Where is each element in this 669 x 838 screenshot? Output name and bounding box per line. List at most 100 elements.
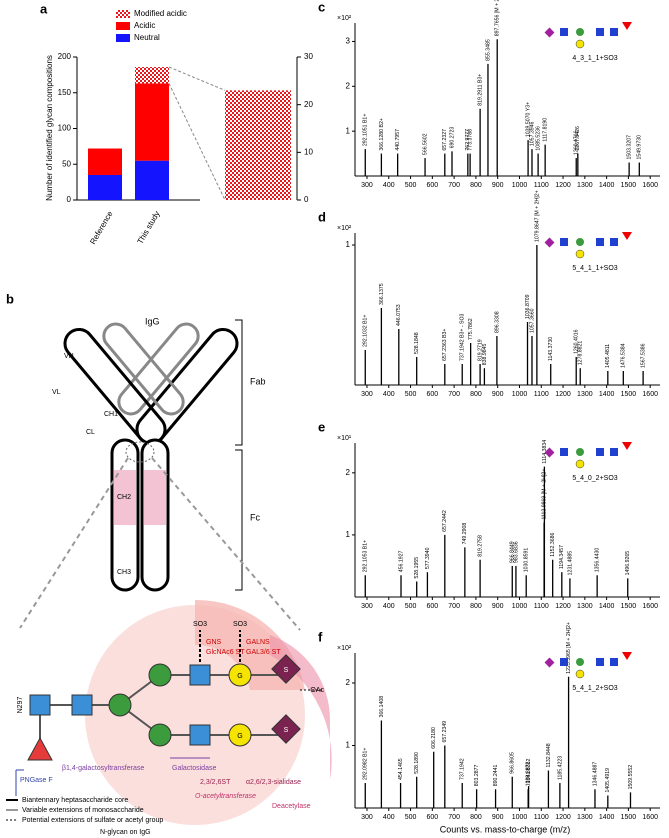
peak-label: 606.2180 [431,727,437,749]
bar-segment [135,160,169,200]
peak-label: 1496.9265 [625,551,631,576]
node-label: G [237,673,242,680]
glycan-name: 4_3_1_1+SO3 [572,55,617,62]
glycan-icon [560,28,568,36]
glycan-icon [622,232,632,240]
peak-label: 1143.3730 [548,337,554,361]
panel-letter: f [318,629,323,644]
y-tick-label: 50 [62,159,71,168]
x-tick-label: 400 [383,603,395,610]
glycan-icon [576,238,584,246]
x-tick-label: 900 [492,391,504,398]
legend-label: Acidic [134,21,155,30]
glycan-icon [622,652,632,660]
x-tick-label: 1600 [642,391,658,398]
panel-letter: d [318,209,326,224]
peak-label: 983.6836 [513,541,519,563]
legend-label: Biantennary heptasaccharide core [22,797,128,804]
node-label: S [284,727,289,734]
peak-label: 657.2327 [442,129,448,151]
peak-label: 1509.5552 [628,765,634,790]
peak-label: 292.0982 B1+ [363,748,369,780]
glycan-icon [610,28,618,36]
x-tick-label: 700 [448,603,460,610]
x-tick-label: 1300 [577,182,593,189]
caption: N-glycan on IgG [100,829,151,836]
x-tick-label: 1300 [577,391,593,398]
x-tick-label: 300 [361,391,373,398]
glycan-icon [596,448,604,456]
connector [168,83,226,201]
y-tick-label: 2 [346,678,351,687]
x-tick-label: 400 [383,814,395,821]
peak-label: 749.2908 [462,523,468,545]
glycan-icon [622,442,632,450]
x-tick-label: 1500 [621,182,637,189]
glycan-icon [575,249,585,259]
x-axis-title: Counts vs. mass-to-charge (m/z) [440,824,571,834]
glycan-icon [544,27,555,38]
peak-label: 1036.8709 [525,294,531,319]
peak-label: 855.3485 [485,39,491,61]
panel-b: b IgG VH VL CH1 CL CH2 CH3 Fab Fc N297 S… [6,291,332,836]
connector [168,66,226,91]
glycan-icon [560,448,568,456]
y-tick-label: 1 [346,126,351,135]
x-tick-label: 600 [426,603,438,610]
legend-swatch [116,10,130,18]
enzyme-label: GAL3/6 ST [246,649,281,656]
peak-label: 690.2723 [449,127,455,149]
domain-label: CH2 [117,494,131,501]
x-tick-label: 1500 [621,814,637,821]
peak-label: 1346.4887 [592,762,598,787]
glycan-icon [575,39,585,49]
panel-letter: a [40,1,48,16]
y-scale-label: ×10² [337,15,352,22]
enzyme-label: α2,6/2,3-sialidase [246,779,301,786]
peak-label: 1476.5384 [621,343,627,368]
peak-label: 838.9845 [482,343,488,365]
enzyme-label: PNGase F [20,777,53,784]
glycan-icon [576,448,584,456]
x-tick-label: 500 [405,603,417,610]
inset-bar [225,90,291,200]
x-tick-label: 1200 [555,603,571,610]
x-tick-label: 800 [470,182,482,189]
x-tick-label: 300 [361,182,373,189]
peak-label: 366.1280 B2+ [379,118,385,150]
peak-label: 1549.9730 [637,135,643,160]
peak-label: 1260.4716 [574,130,580,155]
panel-letter: b [6,291,14,306]
antibody-label: IgG [145,316,160,326]
x-tick-label: 1300 [577,603,593,610]
peak-label: 1041.8362 [526,758,532,783]
glycan-icon [576,658,584,666]
glycan-icon [544,657,555,668]
x-tick-label: 500 [405,814,417,821]
node-label: S [284,667,289,674]
y2-tick-label: 30 [304,52,313,61]
x-tick-label: 1000 [512,814,528,821]
y-tick-label: 1 [346,741,351,750]
glycan-icon [576,28,584,36]
peak-label: 1114.3834 [542,440,548,464]
glycan-icon [610,448,618,456]
y-scale-label: ×10¹ [337,435,352,442]
y-tick-label: 2 [346,468,351,477]
group-label: SO3 [233,621,247,628]
y-scale-label: ×10² [337,225,352,232]
enzyme-label: GNS [206,639,222,646]
glycan-icon [610,238,618,246]
x-tick-label: 900 [492,603,504,610]
peak-label: 440.7957 [395,129,401,151]
x-tick-label: 1600 [642,603,658,610]
glycan-icon [575,459,585,469]
peak-label: 819.2719 [477,339,483,361]
x-tick-label: 700 [448,814,460,821]
x-tick-label: 700 [448,182,460,189]
x-tick-label: This study [136,210,162,246]
legend-label: Potential extensions of sulfate or acety… [22,817,163,824]
x-tick-label: 1500 [621,603,637,610]
peak-label: 1039.8872 [526,762,532,787]
peak-label: 803.2877 [474,764,480,786]
